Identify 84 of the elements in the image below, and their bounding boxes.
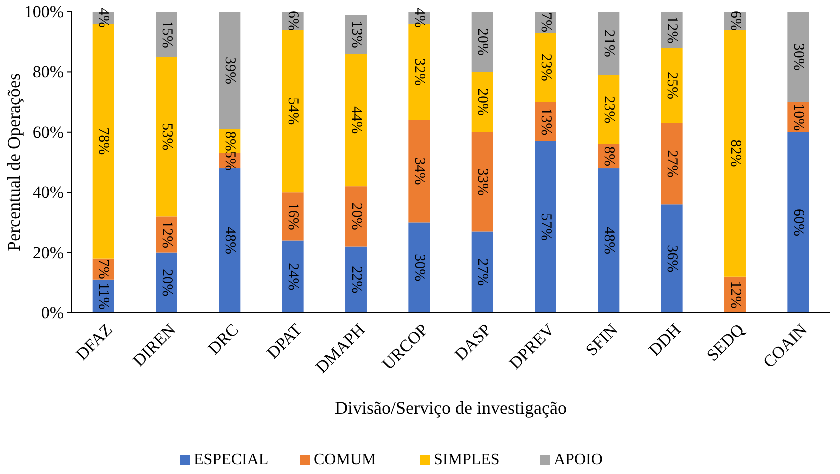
data-label: 12% [158, 220, 175, 248]
legend-label: APOIO [554, 452, 603, 468]
data-label: 12% [727, 281, 744, 309]
y-tick-label: 80% [32, 62, 64, 82]
bar [472, 132, 494, 232]
data-label: 20% [348, 202, 364, 230]
bar [282, 30, 304, 193]
y-tick-label: 0% [41, 304, 64, 322]
data-label: 20% [158, 269, 175, 297]
data-label: 48% [222, 227, 238, 255]
bar [282, 192, 304, 241]
data-label: 24% [285, 263, 302, 291]
bar [408, 222, 430, 313]
data-label: 6% [285, 11, 302, 32]
data-label: 30% [411, 254, 428, 282]
data-label: 5% [222, 150, 238, 171]
data-label: 22% [348, 266, 364, 294]
bar [598, 75, 620, 144]
data-label: 4% [411, 8, 428, 28]
bar [219, 12, 241, 130]
data-label: 12% [664, 16, 680, 44]
data-label: 7% [538, 12, 554, 33]
y-tick-label: 40% [32, 183, 64, 202]
bar [788, 12, 810, 102]
bar [346, 54, 367, 187]
data-label: 36% [664, 245, 680, 273]
data-label: 32% [411, 58, 428, 86]
data-label: 82% [727, 140, 744, 168]
bar [598, 168, 620, 313]
data-label: 48% [600, 227, 617, 255]
data-label: 33% [474, 168, 491, 196]
bar [472, 232, 494, 313]
data-label: 8% [222, 131, 238, 152]
bar [661, 48, 683, 124]
y-tick-label: 20% [32, 243, 64, 262]
data-label: 20% [474, 28, 491, 56]
legend-label: SIMPLES [434, 452, 500, 468]
bar [346, 186, 367, 247]
data-label: 7% [96, 259, 112, 280]
bar [472, 72, 494, 132]
y-axis-title: Percentual de Operações [4, 74, 24, 252]
data-label: 27% [474, 258, 491, 286]
data-label: 21% [600, 30, 617, 58]
data-label: 53% [158, 123, 175, 151]
data-label: 11% [96, 282, 112, 310]
data-label: 20% [474, 88, 491, 116]
bar [346, 246, 367, 313]
bar [535, 33, 556, 102]
data-label: 54% [285, 98, 302, 126]
bar [661, 204, 683, 313]
y-tick-label: 100% [24, 2, 64, 22]
legend-label: COMUM [314, 452, 376, 468]
data-label: 30% [790, 43, 806, 71]
bar [472, 12, 494, 72]
data-label: 6% [727, 11, 744, 32]
bar [156, 57, 178, 217]
y-tick-label: 60% [32, 122, 64, 142]
data-label: 15% [158, 20, 175, 48]
data-label: 23% [538, 54, 554, 82]
data-label: 57% [538, 213, 554, 241]
bar [535, 141, 556, 313]
data-label: 27% [664, 150, 680, 178]
bar [282, 240, 304, 313]
data-label: 13% [348, 20, 364, 48]
data-label: 4% [96, 8, 112, 28]
data-label: 13% [538, 108, 554, 136]
bar [598, 12, 620, 76]
bar [219, 168, 241, 313]
bar [408, 120, 430, 223]
legend-label: ESPECIAL [194, 452, 269, 468]
data-label: 10% [790, 104, 806, 132]
data-label: 78% [96, 128, 112, 156]
data-label: 23% [600, 96, 617, 124]
data-label: 25% [664, 72, 680, 100]
bar [788, 132, 810, 313]
bar [661, 123, 683, 205]
data-label: 8% [600, 146, 617, 166]
data-label: 16% [285, 202, 302, 230]
data-label: 44% [348, 106, 364, 134]
data-label: 39% [222, 56, 238, 84]
x-axis-title: Divisão/Serviço de investigação [335, 398, 567, 418]
bar [724, 30, 746, 277]
data-label: 60% [790, 208, 806, 236]
data-label: 34% [411, 158, 428, 186]
